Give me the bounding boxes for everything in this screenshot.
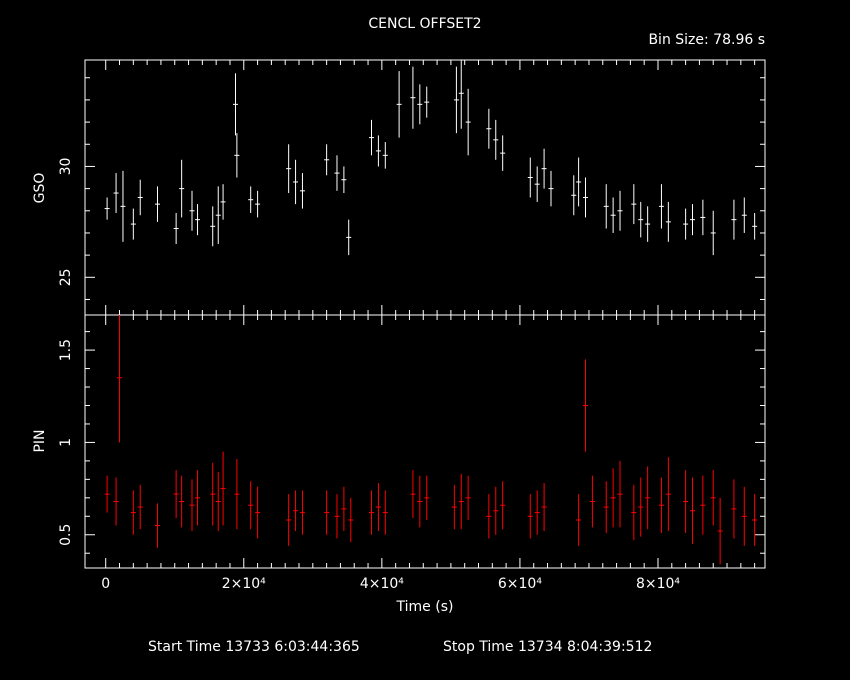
x-tick-label: 0	[101, 576, 110, 592]
x-tick-label: 8×10⁴	[636, 576, 680, 592]
gso-axis-ticks: 25 30	[58, 77, 765, 300]
y-tick-label: 25	[58, 268, 74, 286]
x-tick-label: 2×10⁴	[222, 576, 266, 592]
pin-axis-ticks: 0.5 1 1.5	[58, 331, 765, 554]
y-tick-label: 0.5	[58, 524, 74, 546]
pin-panel-frame	[84, 314, 766, 569]
y-tick-label: 1	[58, 438, 74, 447]
gso-panel-frame	[84, 59, 766, 316]
start-time-label: Start Time 13733 6:03:44:365	[148, 639, 360, 655]
gso-series	[104, 60, 758, 256]
time-axis-label: Time (s)	[396, 599, 454, 615]
x-tick-label: 4×10⁴	[360, 576, 404, 592]
pin-axis-label: PIN	[32, 429, 48, 452]
gso-axis-label: GSO	[32, 173, 48, 204]
pin-series	[104, 315, 758, 565]
stop-time-label: Stop Time 13734 8:04:39:512	[443, 639, 652, 655]
bin-size-label: Bin Size: 78.96 s	[648, 32, 765, 48]
time-axis-ticks: 0 2×10⁴ 4×10⁴ 6×10⁴ 8×10⁴	[101, 60, 756, 592]
plot-title: CENCL OFFSET2	[368, 16, 481, 32]
x-tick-label: 6×10⁴	[498, 576, 542, 592]
y-tick-label: 1.5	[58, 339, 74, 361]
y-tick-label: 30	[58, 158, 74, 176]
